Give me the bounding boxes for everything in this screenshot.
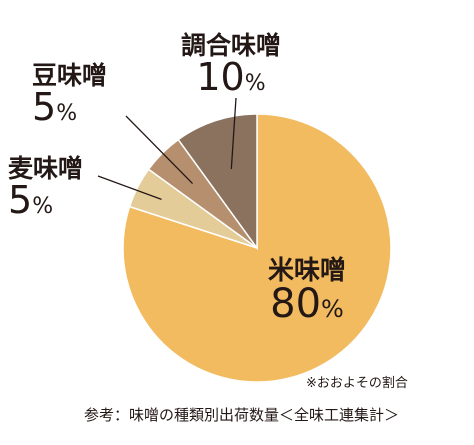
- slice-unit: %: [32, 194, 54, 219]
- slice-blended-miso: [177, 113, 258, 251]
- slice-value: 5: [8, 178, 33, 222]
- leader-line-blended-miso: [230, 97, 237, 170]
- slice-unit: %: [321, 295, 344, 323]
- slice-name: 米味噌: [268, 256, 347, 286]
- slice-label-bean-miso: 豆味噌 5%: [32, 63, 107, 126]
- slice-name: 麦味噌: [8, 154, 84, 183]
- slice-value: 80: [270, 281, 322, 327]
- slice-name: 調合味噌: [180, 31, 281, 60]
- source-caption: 参考：味噌の種類別出荷数量＜全味工連集計＞: [84, 406, 400, 424]
- slice-value: 5: [32, 85, 57, 129]
- slice-label-rice-miso: 米味噌 80%: [268, 258, 346, 324]
- leader-line-bean-miso: [125, 115, 194, 185]
- slice-value: 10: [196, 55, 245, 99]
- slice-unit: %: [56, 101, 78, 126]
- slice-label-barley-miso: 麦味噌 5%: [8, 156, 83, 219]
- slice-unit: %: [244, 71, 266, 96]
- slice-label-blended-miso: 調合味噌 10%: [166, 33, 296, 96]
- leader-line-barley-miso: [97, 175, 162, 200]
- slice-name: 豆味噌: [32, 61, 108, 90]
- approximation-note: ※おおよその割合: [306, 376, 408, 391]
